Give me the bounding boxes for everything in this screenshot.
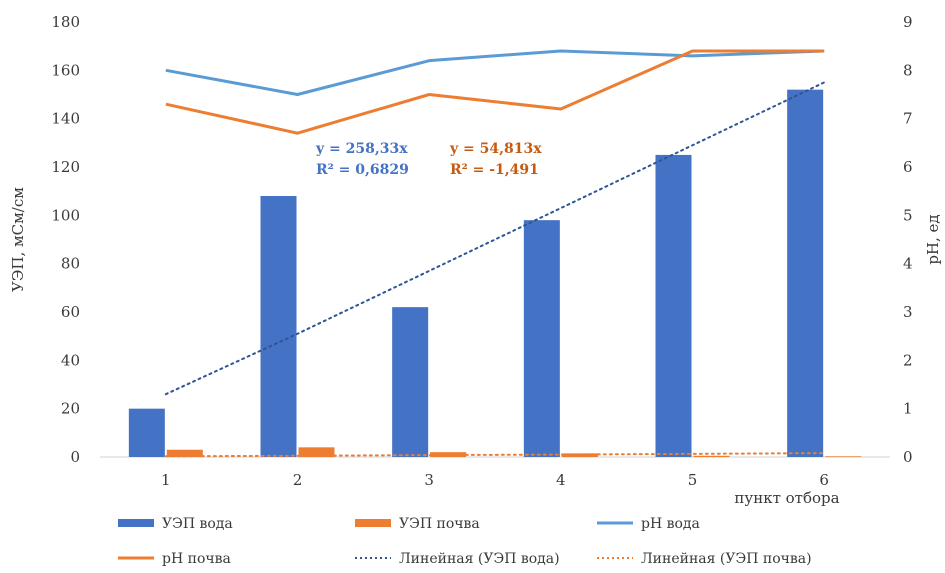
legend-label: Линейная (УЭП вода) bbox=[399, 551, 560, 567]
trendline-equation: y = 54,813x bbox=[449, 141, 542, 157]
y-left-tick-label: 80 bbox=[61, 255, 80, 273]
bar-uep-soil bbox=[825, 456, 862, 457]
x-tick-label: 1 bbox=[161, 471, 171, 489]
y-left-tick-label: 0 bbox=[70, 448, 80, 466]
x-tick-label: 2 bbox=[293, 471, 303, 489]
y-right-tick-label: 7 bbox=[903, 110, 913, 128]
bar-uep-water bbox=[392, 307, 429, 457]
y-right-tick-label: 5 bbox=[903, 206, 913, 224]
line-2 bbox=[165, 49, 825, 96]
x-tick-label: 3 bbox=[424, 471, 434, 489]
y-left-tick-label: 100 bbox=[51, 206, 80, 224]
y-right-tick-label: 8 bbox=[903, 61, 913, 79]
bar-uep-water bbox=[523, 220, 560, 457]
y-right-axis-title: pH, ед bbox=[924, 214, 942, 264]
trendline-equation: y = 258,33x bbox=[315, 141, 408, 157]
bar-uep-water bbox=[128, 408, 165, 457]
bar-uep-soil bbox=[166, 449, 203, 457]
y-right-tick-label: 4 bbox=[903, 255, 913, 273]
y-right-tick-label: 9 bbox=[903, 13, 913, 31]
legend-label: pH почва bbox=[162, 551, 231, 567]
bar-uep-water bbox=[655, 154, 692, 457]
legend-label: Линейная (УЭП почва) bbox=[641, 551, 812, 567]
legend-label: pH вода bbox=[641, 516, 700, 532]
bar-uep-soil bbox=[298, 447, 335, 457]
bar-uep-soil bbox=[693, 455, 730, 457]
bar-uep-water bbox=[260, 196, 297, 457]
trendline-5 bbox=[164, 452, 826, 458]
y-left-tick-label: 20 bbox=[61, 400, 80, 418]
y-right-tick-label: 0 bbox=[903, 448, 913, 466]
legend-swatch-bar bbox=[118, 519, 154, 527]
y-left-tick-label: 120 bbox=[51, 158, 80, 176]
y-right-tick-label: 3 bbox=[903, 303, 913, 321]
y-left-tick-label: 180 bbox=[51, 13, 80, 31]
x-tick-label: 4 bbox=[556, 471, 566, 489]
y-left-tick-label: 40 bbox=[61, 351, 80, 369]
legend-label: УЭП вода bbox=[162, 516, 233, 532]
y-left-tick-label: 140 bbox=[51, 110, 80, 128]
line-3 bbox=[165, 49, 825, 135]
legend-swatch-bar bbox=[355, 519, 391, 527]
y-right-tick-label: 2 bbox=[903, 351, 913, 369]
x-tick-label: 6 bbox=[819, 471, 829, 489]
legend-label: УЭП почва bbox=[399, 516, 480, 532]
x-axis-title: пункт отбора bbox=[734, 489, 839, 507]
bar-uep-water bbox=[787, 89, 824, 458]
y-left-tick-label: 60 bbox=[61, 303, 80, 321]
trendline-r-squared: R² = 0,6829 bbox=[316, 162, 409, 178]
trendline-4 bbox=[164, 81, 826, 396]
x-tick-label: 5 bbox=[688, 471, 698, 489]
y-right-tick-label: 6 bbox=[903, 158, 913, 176]
y-left-tick-label: 160 bbox=[51, 61, 80, 79]
y-left-axis-title: УЭП, мСм/см bbox=[9, 187, 27, 292]
y-right-tick-label: 1 bbox=[903, 400, 913, 418]
trendline-r-squared: R² = -1,491 bbox=[450, 162, 539, 178]
